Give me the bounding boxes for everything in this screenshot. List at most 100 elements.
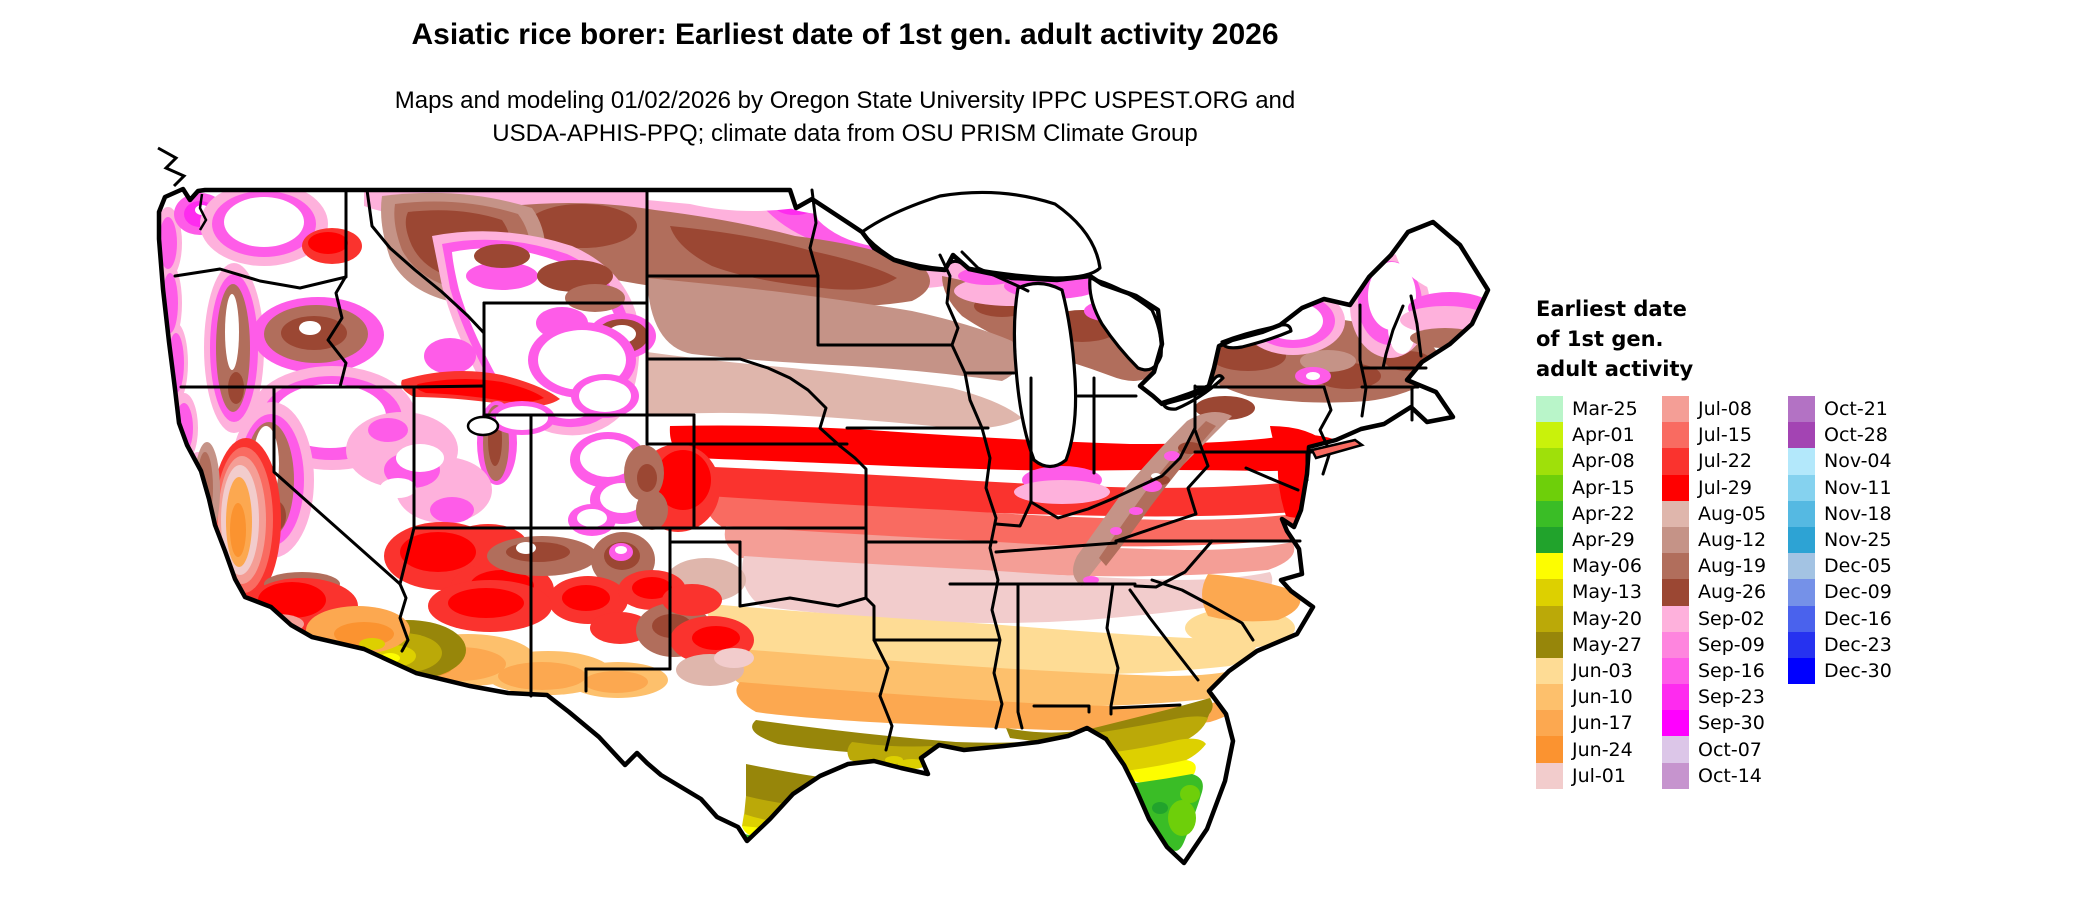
legend-swatch [1788,631,1815,658]
legend-title-line-2: of 1st gen. [1536,327,1664,351]
legend-entry-label: Oct-07 [1698,738,1762,761]
canada-coast-fragment [157,146,187,188]
legend-swatch [1662,736,1689,763]
legend-entry-label: Sep-16 [1698,659,1765,682]
legend-swatch [1662,605,1689,632]
legend-swatch [1662,474,1689,501]
long-island [1310,438,1365,460]
legend-entry-label: Jun-24 [1572,738,1633,761]
legend-entry-label: Sep-30 [1698,712,1765,735]
legend-entry-label: May-27 [1572,633,1642,656]
legend-swatch [1662,500,1689,527]
legend-swatch [1788,605,1815,632]
legend-entry-label: Apr-01 [1572,424,1635,447]
legend-column-2: Jul-08 Jul-15 Jul-22 Jul-29 Aug-05 Aug-12 Aug-… [1662,396,1788,789]
legend-entry-label: Dec-05 [1824,555,1892,578]
legend-entry: Jul-29 [1662,474,1788,501]
legend-swatch [1662,553,1689,580]
legend-swatch [1662,396,1689,423]
legend-entry-label: Aug-26 [1698,581,1767,604]
legend-entry: Jul-15 [1662,422,1788,449]
legend-swatch [1662,684,1689,711]
legend-swatch [1788,500,1815,527]
legend-swatch [1536,500,1563,527]
legend-swatch [1536,474,1563,501]
legend-entry: Jun-17 [1536,710,1662,737]
legend-entry: Jun-24 [1536,736,1662,763]
legend-entry: Aug-12 [1662,526,1788,554]
legend-entry: Dec-23 [1788,631,1914,658]
legend-entry: Apr-29 [1536,526,1662,554]
legend-entry-label: Jul-22 [1698,450,1752,473]
legend-entry-label: Apr-08 [1572,450,1635,473]
legend-entry: Nov-11 [1788,474,1914,501]
legend-swatch [1662,710,1689,737]
legend-entry-label: Aug-05 [1698,502,1767,525]
legend-title-line-1: Earliest date [1536,297,1687,321]
legend-entry-label: Aug-12 [1698,529,1767,552]
legend-entry-label: Nov-18 [1824,502,1892,525]
legend-entry-label: Nov-04 [1824,450,1892,473]
legend-entry-label: Jun-03 [1572,659,1633,682]
legend-swatch [1662,422,1689,449]
legend-swatch [1536,631,1563,658]
legend-swatch [1662,579,1689,606]
legend-entry: May-13 [1536,579,1662,606]
legend-entry: May-20 [1536,605,1662,632]
legend-entry: Jul-01 [1536,762,1662,789]
legend-columns: Mar-25 Apr-01 Apr-08 Apr-15 Apr-22 Apr-29 May-… [1536,396,1996,789]
legend-swatch [1536,448,1563,475]
legend-entry: Sep-16 [1662,657,1788,685]
legend-swatch [1536,762,1563,789]
legend-swatch [1536,396,1563,423]
legend-entry-label: Jun-17 [1572,712,1633,735]
great-salt-lake [466,415,500,437]
legend-entry: Sep-09 [1662,631,1788,658]
legend-entry: Aug-19 [1662,553,1788,580]
legend-entry-label: Dec-16 [1824,607,1892,630]
legend-entry-label: Apr-15 [1572,476,1635,499]
lake-ontario [1220,323,1293,350]
legend-entry-label: Sep-02 [1698,607,1765,630]
legend-entry-label: Dec-09 [1824,581,1892,604]
legend-entry: Oct-14 [1662,762,1788,789]
legend-swatch [1536,579,1563,606]
us-outline [156,186,1491,866]
legend-column-3: Oct-21 Oct-28 Nov-04 Nov-11 Nov-18 Nov-25 Dec-… [1788,396,1914,789]
legend-swatch [1788,396,1815,423]
legend-entry-label: Jul-08 [1698,398,1752,421]
legend-swatch [1662,657,1689,685]
legend-title: Earliest date of 1st gen. adult activity [1536,294,1996,384]
legend-swatch [1536,553,1563,580]
legend-entry-label: Jul-15 [1698,424,1752,447]
legend-entry: Nov-04 [1788,448,1914,475]
legend-swatch [1536,736,1563,763]
us-choropleth-map [156,146,1491,866]
legend-entry: Jun-10 [1536,684,1662,711]
legend-swatch [1536,657,1563,685]
legend-entry: Nov-25 [1788,526,1914,554]
legend-entry-label: Sep-09 [1698,633,1765,656]
subtitle-line-1: Maps and modeling 01/02/2026 by Oregon S… [394,87,1296,114]
legend-swatch [1536,605,1563,632]
legend-entry: Sep-02 [1662,605,1788,632]
legend-entry-label: Jul-01 [1572,764,1626,787]
legend-swatch [1662,526,1689,554]
map-area [150,128,1506,892]
legend-entry: Apr-08 [1536,448,1662,475]
legend-swatch [1536,710,1563,737]
legend-entry: Nov-18 [1788,500,1914,527]
legend-entry: Sep-23 [1662,684,1788,711]
legend-swatch [1662,762,1689,789]
legend-entry: May-27 [1536,631,1662,658]
legend-column-1: Mar-25 Apr-01 Apr-08 Apr-15 Apr-22 Apr-29 May-… [1536,396,1662,789]
legend-entry: Dec-16 [1788,605,1914,632]
legend-entry-label: Dec-23 [1824,633,1892,656]
legend-title-line-3: adult activity [1536,357,1694,381]
legend-entry-label: Oct-14 [1698,764,1762,787]
legend-swatch [1788,657,1815,685]
legend-swatch [1788,474,1815,501]
legend-entry: Jul-08 [1662,396,1788,423]
legend-entry-label: Apr-29 [1572,529,1635,552]
legend-entry-label: May-13 [1572,581,1642,604]
